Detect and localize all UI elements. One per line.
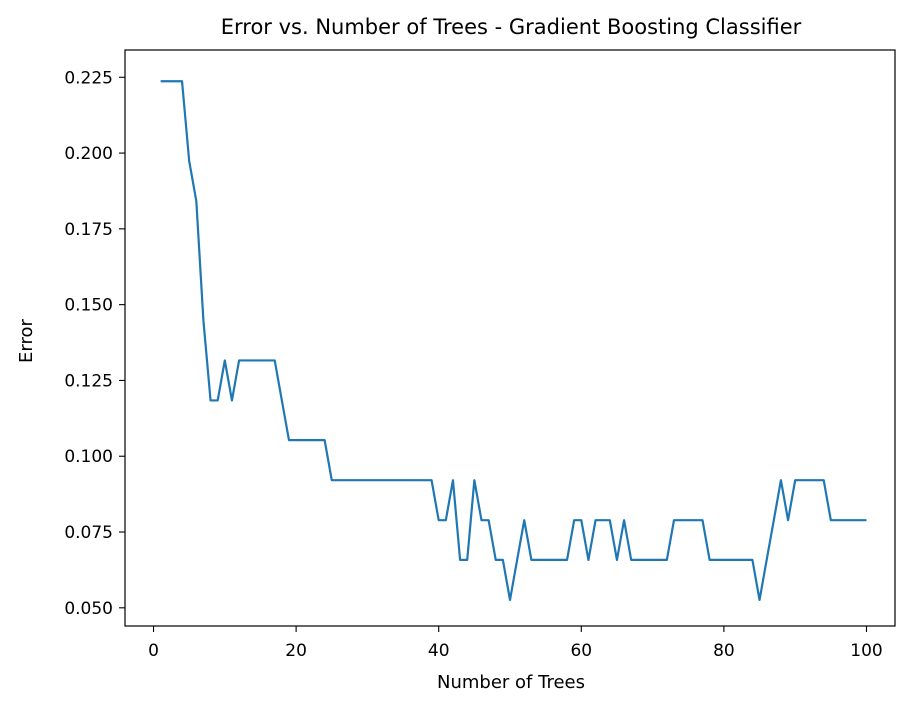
x-axis: 0 20 40 60 80 100 bbox=[148, 626, 883, 661]
x-tick-label: 0 bbox=[148, 641, 159, 661]
x-tick-label: 20 bbox=[285, 641, 307, 661]
error-series-line bbox=[160, 80, 867, 602]
y-tick-label: 0.200 bbox=[64, 144, 113, 164]
y-tick-label: 0.175 bbox=[64, 220, 113, 240]
y-tick-label: 0.050 bbox=[64, 599, 113, 619]
series-group bbox=[160, 80, 867, 602]
y-tick-label: 0.075 bbox=[64, 523, 113, 543]
y-axis: 0.050 0.075 0.100 0.125 0.150 0.175 0.200 0.225 bbox=[64, 68, 125, 619]
chart-title: Error vs. Number of Trees - Gradient Boo… bbox=[221, 15, 802, 39]
y-tick-label: 0.225 bbox=[64, 68, 113, 88]
axes-frame bbox=[124, 49, 896, 627]
y-tick-label: 0.125 bbox=[64, 371, 113, 391]
y-tick-label: 0.100 bbox=[64, 447, 113, 467]
x-tick-label: 100 bbox=[850, 641, 882, 661]
plot-area: 0 20 40 60 80 100 0.0500.0750.1000.1250.1500.… bbox=[64, 49, 896, 661]
x-tick-label: 60 bbox=[570, 641, 592, 661]
x-axis-label: Number of Trees bbox=[437, 672, 585, 693]
x-tick-label: 40 bbox=[428, 641, 450, 661]
x-tick-label: 80 bbox=[713, 641, 735, 661]
y-tick-label: 0.150 bbox=[64, 296, 113, 316]
y-axis-label: Error bbox=[16, 318, 37, 362]
